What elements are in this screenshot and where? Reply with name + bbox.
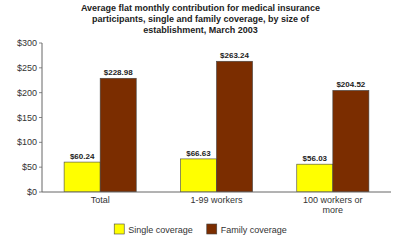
data-label: $263.24	[220, 51, 249, 60]
x-tick-label-line: 100 workers or	[303, 195, 363, 205]
y-tick-label: $300	[17, 38, 37, 48]
x-tick-label: 1-99 workers	[190, 195, 243, 205]
title: Average flat monthly contribution for me…	[81, 3, 320, 35]
data-label: $228.98	[104, 68, 133, 77]
x-tick-label: 100 workers ormore	[303, 195, 363, 215]
bar	[297, 164, 333, 192]
legend: Single coverage Family coverage	[114, 224, 287, 235]
data-label: $66.63	[186, 149, 211, 158]
data-label: $60.24	[70, 152, 95, 161]
data-label: $56.03	[303, 154, 328, 163]
bar	[333, 90, 369, 192]
x-tick-label-line: 1-99 workers	[190, 195, 243, 205]
legend-item: Single coverage	[114, 224, 193, 235]
bar	[217, 61, 253, 192]
y-tick-label: $100	[17, 137, 37, 147]
bars	[64, 61, 369, 192]
legend-label: Family coverage	[221, 225, 287, 235]
y-tick-label: $50	[22, 162, 37, 172]
x-axis	[42, 192, 391, 193]
y-tick-label: $0	[27, 187, 37, 197]
legend-swatch	[207, 224, 217, 234]
bar	[64, 162, 100, 192]
x-tick-label-line: more	[323, 205, 344, 215]
y-tick-label: $250	[17, 63, 37, 73]
bar	[100, 78, 136, 192]
legend-label: Single coverage	[128, 225, 193, 235]
bar	[180, 159, 216, 192]
chart: Average flat monthly contribution for me…	[0, 0, 401, 238]
y-tick-label: $150	[17, 113, 37, 123]
y-axis	[42, 43, 43, 192]
x-tick-label: Total	[91, 195, 110, 205]
data-label: $204.52	[336, 80, 365, 89]
legend-swatch	[114, 224, 124, 234]
x-tick-label-line: Total	[91, 195, 110, 205]
title-line: establishment, March 2003	[143, 25, 258, 35]
title-line: participants, single and family coverage…	[92, 14, 310, 24]
title-line: Average flat monthly contribution for me…	[81, 3, 320, 13]
y-tick-label: $200	[17, 88, 37, 98]
legend-item: Family coverage	[207, 224, 287, 235]
